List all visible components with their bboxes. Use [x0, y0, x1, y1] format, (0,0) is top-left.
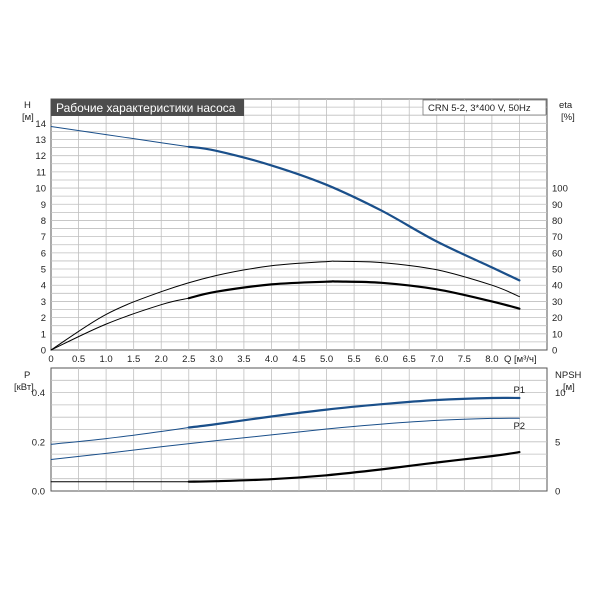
series-line: [187, 396, 521, 429]
series-line: [187, 451, 521, 483]
y-tick-label-left: 8: [41, 216, 46, 227]
y-tick-label-right: 20: [552, 313, 563, 324]
y-tick-label-right: 70: [552, 232, 563, 243]
power-tick-label: 0.4: [32, 388, 45, 399]
top-right-tick-labels: 0 10 20 30 40 50 60 70 80 90 100: [552, 184, 568, 357]
y-tick-label-right: 60: [552, 248, 563, 259]
x-tick-label: 6.0: [375, 354, 388, 365]
y-tick-label-left: 10: [35, 184, 46, 195]
y-tick-label-left: 7: [41, 232, 46, 243]
x-tick-label: 7.0: [430, 354, 443, 365]
x-tick-label: 8.0: [485, 354, 498, 365]
npsh-tick-label: 10: [555, 388, 566, 399]
y-tick-label-left: 11: [36, 167, 46, 178]
y-axis-unit-right: [%]: [561, 112, 575, 123]
series-label: P2: [513, 421, 525, 432]
top-panel-grid: [51, 99, 547, 350]
top-x-tick-labels: 0 0.5 1.0 1.5 2.0 2.5 3.0 3.5 4.0 4.5 5.0 5.5 6.0 6.5…: [48, 354, 498, 365]
y-tick-label-left: 13: [35, 135, 46, 146]
power-tick-label: 0.2: [32, 437, 45, 448]
y-tick-label-left: 9: [41, 200, 46, 211]
y-tick-label-right: 0: [552, 346, 557, 357]
series-line: [187, 145, 521, 282]
npsh-axis-unit: [м]: [563, 382, 575, 393]
npsh-tick-label: 5: [555, 437, 560, 448]
power-axis-label: P: [24, 370, 30, 381]
x-tick-label: 6.5: [403, 354, 416, 365]
bottom-panel-series: P1 P2: [50, 385, 525, 483]
power-axis-unit: [кВт]: [14, 382, 34, 393]
x-tick-label: 4.0: [265, 354, 278, 365]
y-tick-label-left: 5: [41, 265, 46, 276]
chart-title: Рабочие характеристики насоса: [56, 101, 236, 115]
x-axis-label: Q [м³/ч]: [504, 354, 537, 365]
series-line: [50, 260, 520, 351]
y-tick-label-left: 4: [41, 281, 46, 292]
power-tick-label: 0.0: [32, 487, 45, 498]
x-tick-label: 7.5: [458, 354, 471, 365]
x-tick-label: 0: [48, 354, 53, 365]
y-tick-label-left: 0: [41, 346, 46, 357]
series-line: [50, 427, 190, 445]
bottom-panel-grid: [51, 368, 547, 491]
x-tick-label: 2.0: [155, 354, 168, 365]
y-tick-label-right: 90: [552, 200, 563, 211]
chart-title-background: [51, 99, 244, 116]
y-tick-label-right: 40: [552, 281, 563, 292]
x-tick-label: 3.5: [237, 354, 250, 365]
npsh-axis-label: NPSH: [555, 370, 582, 381]
series-line: [50, 126, 190, 148]
pump-model-label: CRN 5-2, 3*400 V, 50Hz: [428, 103, 531, 114]
y-tick-label-right: 30: [552, 297, 563, 308]
y-tick-label-left: 2: [41, 313, 46, 324]
y-axis-label-left: H: [24, 100, 31, 111]
npsh-tick-label: 0: [555, 487, 560, 498]
y-tick-label-left: 1: [41, 329, 46, 340]
y-tick-label-right: 50: [552, 265, 563, 276]
y-axis-unit-left: [м]: [22, 112, 34, 123]
y-tick-label-right: 80: [552, 216, 563, 227]
x-tick-label: 1.0: [100, 354, 113, 365]
y-tick-label-right: 10: [552, 329, 563, 340]
y-tick-label-left: 14: [35, 119, 46, 130]
x-tick-label: 5.0: [320, 354, 333, 365]
series-line: [187, 280, 521, 310]
x-tick-label: 1.5: [127, 354, 140, 365]
pump-label-box: [422, 99, 547, 116]
top-panel-series: [50, 126, 521, 351]
x-tick-label: 4.5: [292, 354, 305, 365]
x-tick-label: 5.5: [348, 354, 361, 365]
x-tick-label: 3.0: [210, 354, 223, 365]
x-tick-label: 2.5: [182, 354, 195, 365]
bottom-left-tick-labels: 0.0 0.2 0.4: [32, 388, 45, 497]
y-axis-label-right: eta: [559, 100, 573, 111]
bottom-right-tick-labels: 0 5 10: [555, 388, 566, 497]
x-tick-label: 0.5: [72, 354, 85, 365]
y-tick-label-left: 6: [41, 248, 46, 259]
y-tick-label-left: 3: [41, 297, 46, 308]
y-tick-label-left: 12: [35, 151, 46, 162]
series-label: P1: [513, 385, 525, 396]
series-line: [50, 417, 520, 460]
y-tick-label-right: 100: [552, 184, 568, 195]
series-line: [50, 297, 190, 351]
